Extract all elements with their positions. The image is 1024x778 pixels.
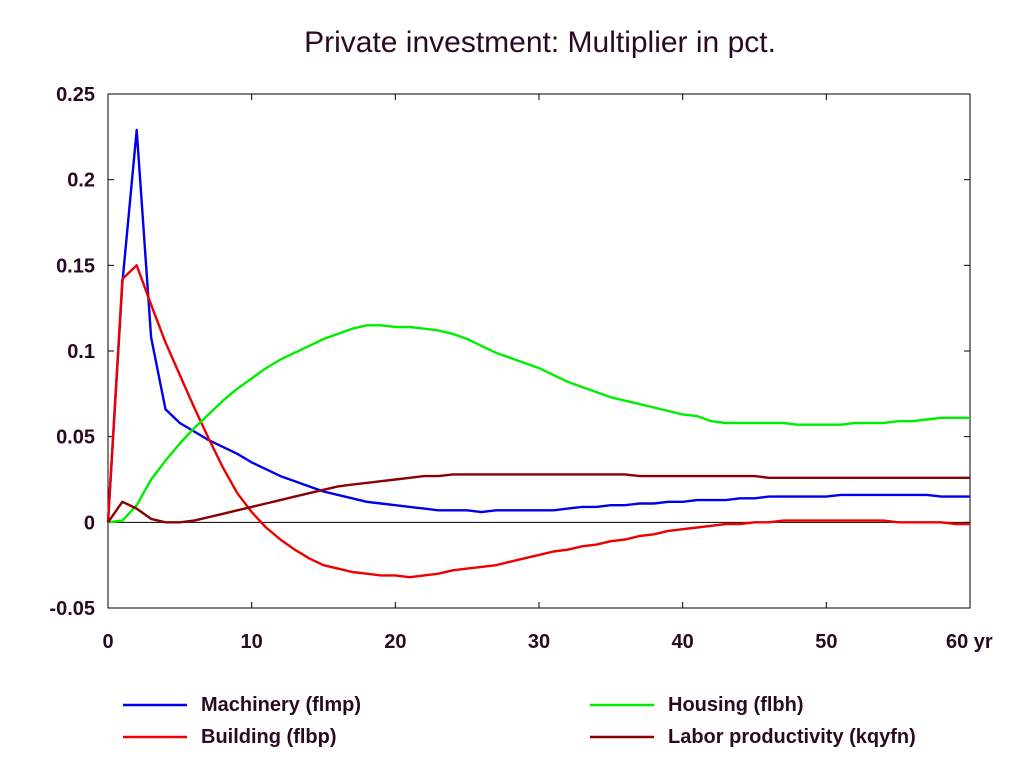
plot-frame (107, 93, 971, 609)
y-tick-label: 0 (84, 512, 95, 534)
series-line-3 (107, 473, 970, 524)
chart-title: Private investment: Multiplier in pct. (304, 26, 776, 59)
y-tick-label: 0.25 (56, 84, 95, 106)
x-tick-label: 60 yr (946, 631, 993, 653)
x-tick-label: 30 (528, 631, 550, 653)
y-tick-label: 0.15 (56, 255, 95, 277)
legend-label: Machinery (flmp) (201, 694, 361, 716)
x-tick-label: 0 (102, 631, 113, 653)
series-lines (106, 128, 970, 579)
axis-ticks: -0.05 0 0.05 0.1 0.15 0.2 0.25 0 10 20 30 40 50 60 yr (49, 84, 993, 653)
x-tick-label: 20 (384, 631, 406, 653)
x-tick-label: 40 (672, 631, 694, 653)
legend-label: Labor productivity (kqyfn) (668, 726, 916, 748)
y-tick-label: -0.05 (49, 598, 95, 620)
series-line-1 (106, 264, 970, 579)
x-tick-label: 50 (815, 631, 837, 653)
legend-label: Building (flbp) (201, 726, 337, 748)
y-tick-label: 0.2 (67, 170, 95, 192)
legend: Machinery (flmp) Building (flbp) Housing (… (123, 694, 916, 748)
y-tick-label: 0.1 (67, 341, 95, 363)
legend-label: Housing (flbh) (668, 694, 804, 716)
series-line-2 (107, 324, 970, 524)
x-tick-label: 10 (241, 631, 263, 653)
y-tick-label: 0.05 (56, 427, 95, 449)
series-line-0 (106, 128, 970, 523)
